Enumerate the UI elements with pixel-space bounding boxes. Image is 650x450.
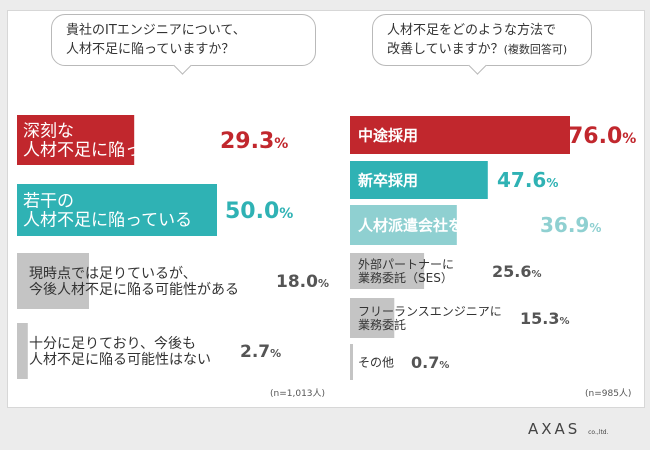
question-2-text: 改善していますか？: [387, 42, 504, 57]
right-sample-note: (n=985人): [585, 388, 631, 399]
right-category-label-1: 中途採用: [358, 126, 418, 144]
question-2-line-1: 人材不足をどのような方法で: [387, 23, 557, 38]
left-value-label-4: 2.7%: [240, 342, 281, 362]
right-bar-1: [350, 116, 570, 154]
right-value-label-3: 36.9%: [540, 213, 601, 237]
question-2-line-2: 改善していますか？(複数回答可): [387, 40, 577, 59]
question-bubble-2: 人材不足をどのような方法で 改善していますか？(複数回答可): [372, 14, 592, 66]
right-value-label-1: 76.0%: [568, 124, 636, 149]
left-bar-2: [17, 184, 217, 236]
left-category-label-3: 現時点では足りているが、今後人材不足に陥る可能性がある: [29, 266, 239, 298]
right-category-label-4: 外部パートナーに業務委託（SES）: [358, 257, 454, 285]
left-bar-3: [17, 253, 89, 309]
left-category-label-2: 若干の人材不足に陥っている: [23, 192, 192, 231]
right-bar-3: [350, 205, 457, 245]
left-sample-note: (n=1,013人): [270, 388, 325, 399]
right-category-label-3: 人材派遣会社を活用: [358, 216, 493, 234]
right-bar-5: [350, 298, 395, 338]
logo-text: AXAS: [528, 420, 581, 438]
company-logo: AXAS co.,ltd.: [528, 420, 609, 438]
right-value-label-4: 25.6%: [492, 262, 542, 281]
left-value-label-3: 18.0%: [276, 272, 329, 292]
question-2-note: (複数回答可): [503, 43, 568, 56]
question-1-line-2: 人材不足に陥っていますか？: [66, 42, 235, 57]
right-bar-6: [350, 344, 353, 380]
question-1-line-1: 貴社のITエンジニアについて、: [66, 23, 246, 38]
right-value-label-6: 0.7%: [411, 353, 449, 372]
left-value-label-2: 50.0%: [225, 199, 293, 224]
logo-suffix: co.,ltd.: [588, 429, 609, 436]
right-category-label-6: その他: [358, 355, 394, 369]
right-bar-2: [350, 161, 488, 199]
right-value-label-2: 47.6%: [497, 168, 558, 192]
left-bar-4: [17, 323, 28, 379]
right-bar-4: [350, 253, 425, 289]
right-category-label-2: 新卒採用: [358, 171, 418, 189]
left-bar-1: [17, 115, 135, 165]
left-category-label-4: 十分に足りており、今後も人材不足に陥る可能性はない: [29, 336, 211, 368]
right-value-label-5: 15.3%: [520, 309, 570, 328]
left-category-label-1: 深刻な人材不足に陥っている: [23, 122, 192, 161]
right-category-label-5: フリーランスエンジニアに業務委託: [358, 305, 502, 332]
left-value-label-1: 29.3%: [220, 129, 288, 154]
